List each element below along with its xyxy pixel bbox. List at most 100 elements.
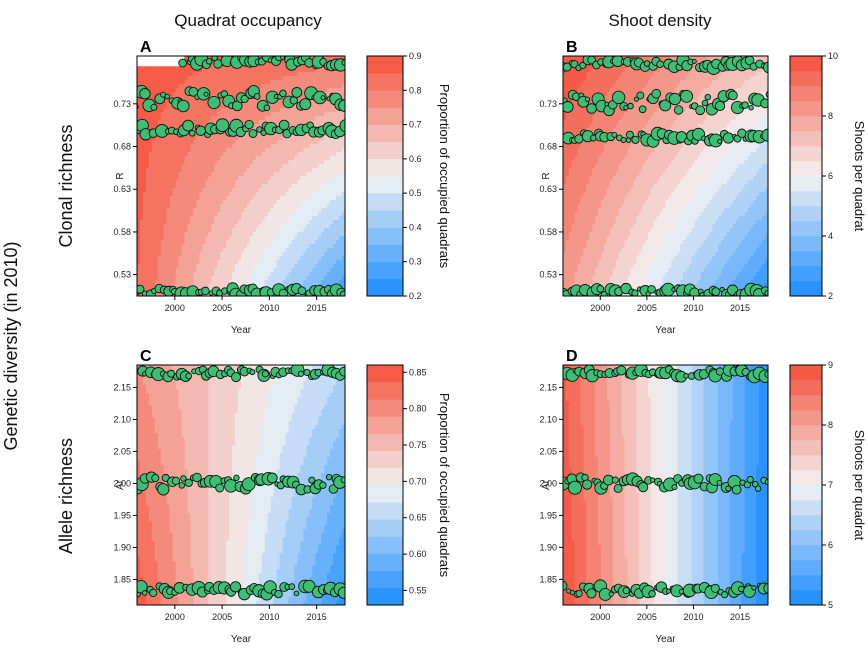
- heatmap-cell: [580, 272, 585, 277]
- heatmap-cell: [315, 212, 319, 217]
- heatmap-cell: [226, 168, 230, 173]
- heatmap-cell: [190, 68, 195, 73]
- heatmap-cell: [214, 112, 218, 117]
- heatmap-cell: [336, 196, 340, 201]
- heatmap-cell: [172, 176, 177, 181]
- heatmap-cell: [306, 80, 310, 85]
- heatmap-cell: [142, 148, 147, 153]
- heatmap-cell: [300, 216, 304, 221]
- heatmap-cell: [563, 204, 567, 209]
- heatmap-cell: [258, 240, 263, 245]
- heatmap-cell: [142, 192, 147, 197]
- heatmap-cell: [330, 152, 334, 157]
- heatmap-cell: [241, 84, 245, 89]
- heatmap-cell: [563, 220, 567, 225]
- heatmap-cell: [565, 76, 570, 81]
- heatmap-cell: [324, 88, 328, 93]
- heatmap-cell: [261, 64, 266, 69]
- heatmap-cell: [163, 180, 168, 185]
- heatmap-cell: [252, 136, 257, 141]
- heatmap-cell: [306, 144, 310, 149]
- heatmap-cell: [205, 248, 209, 253]
- heatmap-cell: [333, 56, 337, 61]
- heatmap-cell: [333, 220, 337, 225]
- heatmap-cell: [163, 68, 168, 73]
- heatmap-cell: [184, 276, 189, 281]
- heatmap-cell: [264, 60, 269, 65]
- heatmap-cell: [583, 148, 588, 153]
- heatmap-cell: [315, 160, 319, 165]
- heatmap-cell: [181, 272, 186, 277]
- heatmap-cell: [577, 116, 582, 121]
- heatmap-cell: [324, 116, 328, 121]
- heatmap-cell: [243, 108, 248, 113]
- heatmap-cell: [306, 84, 310, 89]
- heatmap-cell: [306, 176, 310, 181]
- heatmap-cell: [139, 196, 144, 201]
- heatmap-cell: [580, 116, 585, 121]
- heatmap-cell: [196, 72, 200, 77]
- heatmap-cell: [306, 160, 310, 165]
- heatmap-cell: [235, 144, 239, 149]
- heatmap-cell: [568, 180, 573, 185]
- heatmap-cell: [193, 208, 198, 213]
- heatmap-cell: [223, 256, 227, 261]
- heatmap-cell: [166, 192, 171, 197]
- heatmap-cell: [151, 220, 156, 225]
- heatmap-cell: [229, 276, 233, 281]
- heatmap-cell: [160, 176, 165, 181]
- heatmap-cell: [139, 204, 144, 209]
- heatmap-cell: [166, 184, 171, 189]
- heatmap-cell: [282, 60, 287, 65]
- heatmap-cell: [315, 224, 319, 229]
- heatmap-cell: [145, 264, 150, 269]
- heatmap-cell: [169, 64, 174, 69]
- heatmap-cell: [205, 220, 209, 225]
- heatmap-cell: [246, 228, 251, 233]
- heatmap-cell: [306, 284, 310, 289]
- heatmap-cell: [276, 252, 281, 257]
- heatmap-cell: [336, 232, 340, 237]
- heatmap-cell: [249, 212, 254, 217]
- heatmap-cell: [175, 260, 180, 265]
- heatmap-cell: [270, 192, 275, 197]
- heatmap-cell: [580, 120, 585, 125]
- heatmap-cell: [202, 196, 206, 201]
- heatmap-cell: [273, 172, 278, 177]
- heatmap-cell: [151, 256, 156, 261]
- heatmap-cell: [243, 188, 248, 193]
- heatmap-cell: [211, 108, 215, 113]
- heatmap-cell: [327, 264, 331, 269]
- heatmap-cell: [583, 168, 588, 173]
- heatmap-cell: [333, 108, 337, 113]
- heatmap-cell: [184, 68, 189, 73]
- heatmap-cell: [327, 108, 331, 113]
- heatmap-cell: [276, 148, 281, 153]
- heatmap-cell: [229, 212, 233, 217]
- heatmap-cell: [255, 116, 260, 121]
- heatmap-cell: [184, 260, 189, 265]
- heatmap-cell: [339, 248, 343, 253]
- heatmap-cell: [137, 156, 141, 161]
- heatmap-cell: [232, 264, 236, 269]
- heatmap-cell: [166, 68, 171, 73]
- heatmap-cell: [196, 76, 200, 81]
- heatmap-cell: [333, 160, 337, 165]
- heatmap-cell: [306, 224, 310, 229]
- heatmap-cell: [288, 172, 293, 177]
- heatmap-cell: [574, 152, 579, 157]
- heatmap-cell: [238, 116, 242, 121]
- heatmap-cell: [235, 280, 239, 285]
- heatmap-cell: [315, 280, 319, 285]
- heatmap-cell: [258, 176, 263, 181]
- heatmap-cell: [571, 116, 576, 121]
- heatmap-cell: [315, 188, 319, 193]
- heatmap-cell: [160, 168, 165, 173]
- heatmap-cell: [142, 188, 147, 193]
- colorbar-swatch: [367, 261, 403, 280]
- heatmap-cell: [214, 148, 218, 153]
- heatmap-cell: [580, 164, 585, 169]
- heatmap-cell: [172, 200, 177, 205]
- heatmap-cell: [238, 228, 242, 233]
- heatmap-cell: [577, 80, 582, 85]
